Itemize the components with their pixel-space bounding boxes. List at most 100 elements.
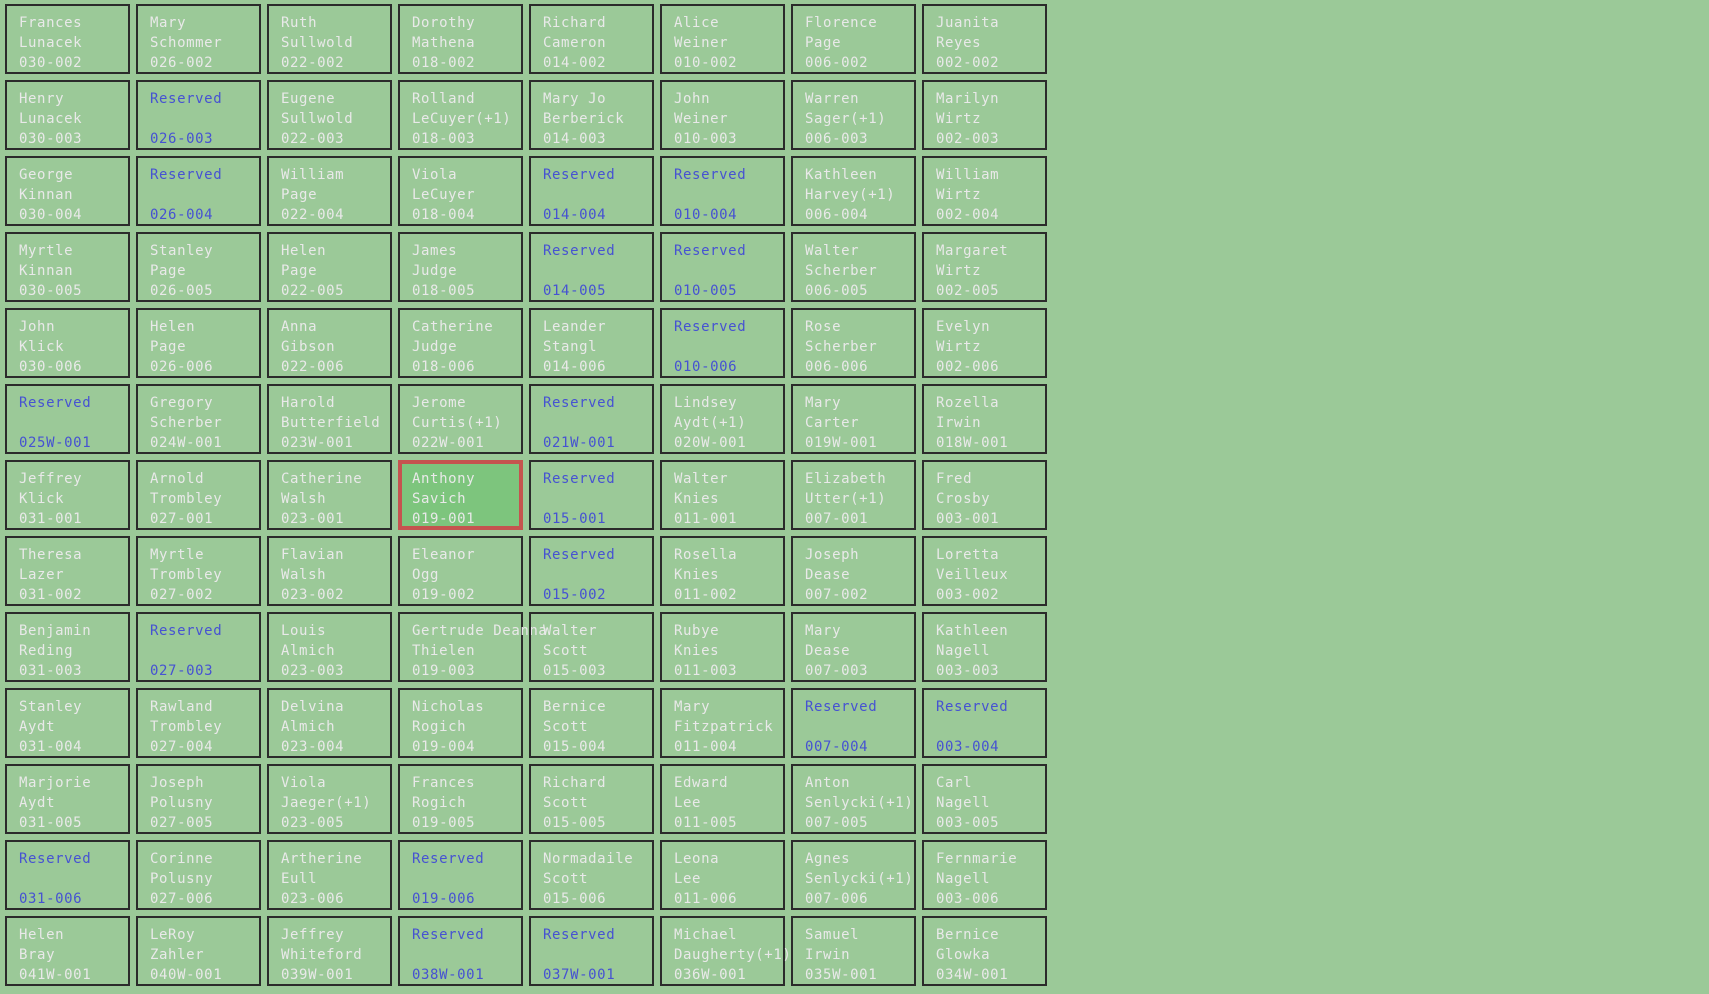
plot-cell-003-004[interactable]: Reserved 003-004 (922, 688, 1047, 758)
plot-cell-006-006[interactable]: Rose Scherber 006-006 (791, 308, 916, 378)
plot-cell-002-004[interactable]: William Wirtz 002-004 (922, 156, 1047, 226)
plot-cell-011-006[interactable]: Leona Lee 011-006 (660, 840, 785, 910)
plot-cell-003-001[interactable]: Fred Crosby 003-001 (922, 460, 1047, 530)
plot-cell-007-003[interactable]: Mary Dease 007-003 (791, 612, 916, 682)
plot-cell-020W-001[interactable]: Lindsey Aydt(+1) 020W-001 (660, 384, 785, 454)
plot-cell-014-003[interactable]: Mary Jo Berberick 014-003 (529, 80, 654, 150)
plot-cell-026-004[interactable]: Reserved 026-004 (136, 156, 261, 226)
plot-cell-022-006[interactable]: Anna Gibson 022-006 (267, 308, 392, 378)
plot-cell-019-006[interactable]: Reserved 019-006 (398, 840, 523, 910)
plot-cell-026-002[interactable]: Mary Schommer 026-002 (136, 4, 261, 74)
plot-cell-011-005[interactable]: Edward Lee 011-005 (660, 764, 785, 834)
plot-cell-015-004[interactable]: Bernice Scott 015-004 (529, 688, 654, 758)
plot-cell-011-003[interactable]: Rubye Knies 011-003 (660, 612, 785, 682)
plot-cell-015-003[interactable]: Walter Scott 015-003 (529, 612, 654, 682)
plot-cell-011-002[interactable]: Rosella Knies 011-002 (660, 536, 785, 606)
plot-cell-023W-001[interactable]: Harold Butterfield 023W-001 (267, 384, 392, 454)
plot-cell-037W-001[interactable]: Reserved 037W-001 (529, 916, 654, 986)
plot-cell-031-003[interactable]: Benjamin Reding 031-003 (5, 612, 130, 682)
plot-cell-018-005[interactable]: James Judge 018-005 (398, 232, 523, 302)
plot-cell-022-005[interactable]: Helen Page 022-005 (267, 232, 392, 302)
plot-cell-027-005[interactable]: Joseph Polusny 027-005 (136, 764, 261, 834)
plot-cell-026-005[interactable]: Stanley Page 026-005 (136, 232, 261, 302)
plot-cell-010-006[interactable]: Reserved 010-006 (660, 308, 785, 378)
plot-cell-010-005[interactable]: Reserved 010-005 (660, 232, 785, 302)
plot-cell-010-002[interactable]: Alice Weiner 010-002 (660, 4, 785, 74)
plot-cell-027-004[interactable]: Rawland Trombley 027-004 (136, 688, 261, 758)
plot-cell-031-005[interactable]: Marjorie Aydt 031-005 (5, 764, 130, 834)
plot-cell-019-003[interactable]: Gertrude Deanna Thielen 019-003 (398, 612, 547, 682)
plot-cell-030-006[interactable]: John Klick 030-006 (5, 308, 130, 378)
plot-cell-015-002[interactable]: Reserved 015-002 (529, 536, 654, 606)
plot-cell-007-005[interactable]: Anton Senlycki(+1) 007-005 (791, 764, 916, 834)
plot-cell-015-001[interactable]: Reserved 015-001 (529, 460, 654, 530)
plot-cell-002-003[interactable]: Marilyn Wirtz 002-003 (922, 80, 1047, 150)
plot-cell-023-002[interactable]: Flavian Walsh 023-002 (267, 536, 392, 606)
plot-cell-014-002[interactable]: Richard Cameron 014-002 (529, 4, 654, 74)
plot-cell-035W-001[interactable]: Samuel Irwin 035W-001 (791, 916, 916, 986)
plot-cell-022-002[interactable]: Ruth Sullwold 022-002 (267, 4, 392, 74)
plot-cell-002-005[interactable]: Margaret Wirtz 002-005 (922, 232, 1047, 302)
plot-cell-024W-001[interactable]: Gregory Scherber 024W-001 (136, 384, 261, 454)
plot-cell-007-004[interactable]: Reserved 007-004 (791, 688, 916, 758)
plot-cell-031-004[interactable]: Stanley Aydt 031-004 (5, 688, 130, 758)
plot-cell-006-003[interactable]: Warren Sager(+1) 006-003 (791, 80, 916, 150)
plot-cell-010-004[interactable]: Reserved 010-004 (660, 156, 785, 226)
plot-cell-018-004[interactable]: Viola LeCuyer 018-004 (398, 156, 523, 226)
plot-cell-003-003[interactable]: Kathleen Nagell 003-003 (922, 612, 1047, 682)
plot-cell-006-002[interactable]: Florence Page 006-002 (791, 4, 916, 74)
plot-cell-023-006[interactable]: Artherine Eull 023-006 (267, 840, 392, 910)
plot-cell-040W-001[interactable]: LeRoy Zahler 040W-001 (136, 916, 261, 986)
plot-cell-018-002[interactable]: Dorothy Mathena 018-002 (398, 4, 523, 74)
plot-cell-019-004[interactable]: Nicholas Rogich 019-004 (398, 688, 523, 758)
plot-cell-027-006[interactable]: Corinne Polusny 027-006 (136, 840, 261, 910)
plot-cell-011-004[interactable]: Mary Fitzpatrick 011-004 (660, 688, 785, 758)
plot-cell-003-006[interactable]: Fernmarie Nagell 003-006 (922, 840, 1047, 910)
plot-cell-021W-001[interactable]: Reserved 021W-001 (529, 384, 654, 454)
plot-cell-023-004[interactable]: Delvina Almich 023-004 (267, 688, 392, 758)
plot-cell-030-003[interactable]: Henry Lunacek 030-003 (5, 80, 130, 150)
plot-cell-014-005[interactable]: Reserved 014-005 (529, 232, 654, 302)
plot-cell-018-003[interactable]: Rolland LeCuyer(+1) 018-003 (398, 80, 523, 150)
plot-cell-006-005[interactable]: Walter Scherber 006-005 (791, 232, 916, 302)
plot-cell-018W-001[interactable]: Rozella Irwin 018W-001 (922, 384, 1047, 454)
plot-cell-030-002[interactable]: Frances Lunacek 030-002 (5, 4, 130, 74)
plot-cell-030-005[interactable]: Myrtle Kinnan 030-005 (5, 232, 130, 302)
plot-cell-019W-001[interactable]: Mary Carter 019W-001 (791, 384, 916, 454)
plot-cell-019-002[interactable]: Eleanor Ogg 019-002 (398, 536, 523, 606)
plot-cell-002-002[interactable]: Juanita Reyes 002-002 (922, 4, 1047, 74)
plot-cell-007-001[interactable]: Elizabeth Utter(+1) 007-001 (791, 460, 916, 530)
plot-cell-039W-001[interactable]: Jeffrey Whiteford 039W-001 (267, 916, 392, 986)
plot-cell-031-006[interactable]: Reserved 031-006 (5, 840, 130, 910)
plot-cell-030-004[interactable]: George Kinnan 030-004 (5, 156, 130, 226)
plot-cell-026-003[interactable]: Reserved 026-003 (136, 80, 261, 150)
plot-cell-036W-001[interactable]: Michael Daugherty(+1) 036W-001 (660, 916, 791, 986)
plot-cell-041W-001[interactable]: Helen Bray 041W-001 (5, 916, 130, 986)
plot-cell-031-001[interactable]: Jeffrey Klick 031-001 (5, 460, 130, 530)
plot-cell-023-003[interactable]: Louis Almich 023-003 (267, 612, 392, 682)
plot-cell-003-005[interactable]: Carl Nagell 003-005 (922, 764, 1047, 834)
plot-cell-027-002[interactable]: Myrtle Trombley 027-002 (136, 536, 261, 606)
plot-cell-010-003[interactable]: John Weiner 010-003 (660, 80, 785, 150)
plot-cell-014-004[interactable]: Reserved 014-004 (529, 156, 654, 226)
plot-cell-018-006[interactable]: Catherine Judge 018-006 (398, 308, 523, 378)
plot-cell-027-003[interactable]: Reserved 027-003 (136, 612, 261, 682)
plot-cell-011-001[interactable]: Walter Knies 011-001 (660, 460, 785, 530)
plot-cell-019-005[interactable]: Frances Rogich 019-005 (398, 764, 523, 834)
plot-cell-023-001[interactable]: Catherine Walsh 023-001 (267, 460, 392, 530)
plot-cell-038W-001[interactable]: Reserved 038W-001 (398, 916, 523, 986)
plot-cell-022-003[interactable]: Eugene Sullwold 022-003 (267, 80, 392, 150)
plot-cell-014-006[interactable]: Leander Stangl 014-006 (529, 308, 654, 378)
plot-cell-027-001[interactable]: Arnold Trombley 027-001 (136, 460, 261, 530)
plot-cell-015-005[interactable]: Richard Scott 015-005 (529, 764, 654, 834)
plot-cell-022-004[interactable]: William Page 022-004 (267, 156, 392, 226)
plot-cell-026-006[interactable]: Helen Page 026-006 (136, 308, 261, 378)
plot-cell-023-005[interactable]: Viola Jaeger(+1) 023-005 (267, 764, 392, 834)
plot-cell-025W-001[interactable]: Reserved 025W-001 (5, 384, 130, 454)
plot-cell-006-004[interactable]: Kathleen Harvey(+1) 006-004 (791, 156, 916, 226)
plot-cell-034W-001[interactable]: Bernice Glowka 034W-001 (922, 916, 1047, 986)
plot-cell-007-002[interactable]: Joseph Dease 007-002 (791, 536, 916, 606)
plot-cell-002-006[interactable]: Evelyn Wirtz 002-006 (922, 308, 1047, 378)
plot-cell-003-002[interactable]: Loretta Veilleux 003-002 (922, 536, 1047, 606)
plot-cell-015-006[interactable]: Normadaile Scott 015-006 (529, 840, 654, 910)
